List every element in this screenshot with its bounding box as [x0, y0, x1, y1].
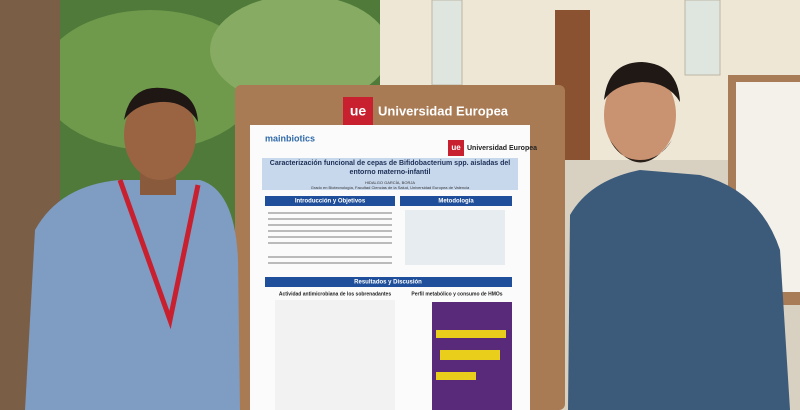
section-bar — [265, 277, 512, 287]
title-wrap: Caracterización funcional de cepas de Bi… — [269, 160, 511, 176]
author: HIDALGO GARCÍA, BORJA — [364, 180, 415, 185]
window — [431, 0, 463, 86]
method-figure — [405, 210, 505, 265]
person-beard — [610, 140, 672, 163]
board-logo — [343, 97, 373, 127]
board-brand: Universidad Europea — [378, 103, 509, 118]
poster-brand: Universidad Europea — [467, 145, 537, 152]
panel-title: Actividad antimicrobiana de los sobrenad… — [279, 291, 391, 297]
board-logo-text: ue — [350, 103, 367, 119]
person-face — [604, 69, 676, 161]
section-header: Resultados y Discusión — [354, 280, 422, 286]
person-shirt — [568, 170, 790, 410]
poster-logo-text: ue — [451, 143, 461, 152]
foliage — [210, 0, 390, 105]
results-figure — [275, 300, 395, 410]
foliage — [40, 10, 260, 150]
affiliation: Grado en Biotecnología, Facultad Ciencia… — [310, 185, 470, 190]
section-bar — [400, 196, 512, 206]
panel-title: Perfil metabólico y consumo de HMOs — [411, 291, 502, 297]
section-header: Metodología — [438, 199, 474, 205]
sponsor: mainbiotics — [265, 133, 315, 143]
lanyard — [117, 179, 201, 330]
poster-logo — [448, 140, 464, 156]
title-box — [262, 158, 518, 190]
body-text-lines — [268, 212, 392, 264]
heatmap-cells — [436, 330, 506, 380]
poster-title: Caracterización funcional de cepas de Bi… — [269, 160, 511, 176]
person-face — [124, 90, 196, 180]
person-hair — [124, 87, 198, 122]
person-hair — [604, 62, 680, 102]
section-bar — [265, 196, 395, 206]
section-header: Introducción y Objetivos — [295, 199, 366, 205]
window — [684, 0, 721, 76]
